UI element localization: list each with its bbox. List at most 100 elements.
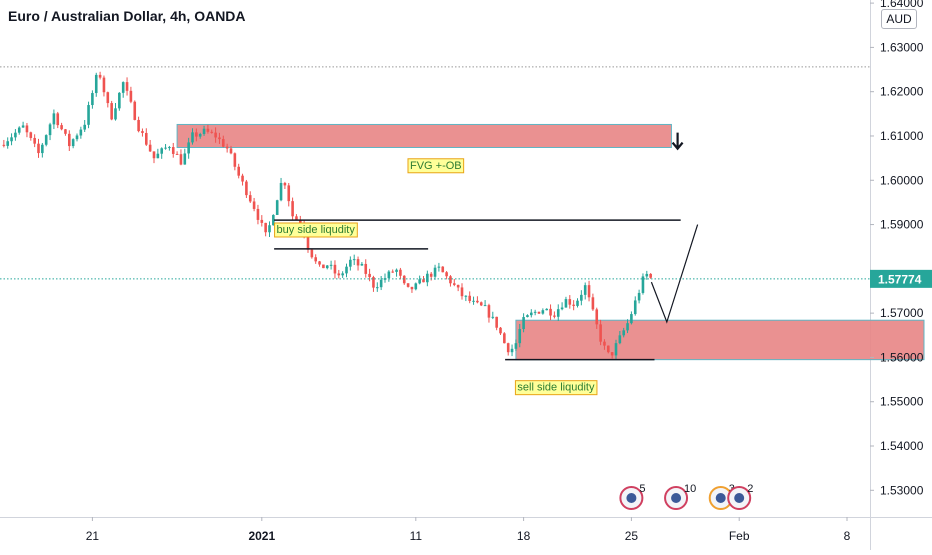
event-icon-core <box>715 493 726 503</box>
candle-body <box>495 316 498 328</box>
candle-body <box>14 132 17 138</box>
candle-body <box>576 300 579 306</box>
candle-body <box>206 128 210 132</box>
y-tick-label: 1.64000 <box>880 0 924 10</box>
candle-body <box>121 82 125 93</box>
candle-body <box>225 146 229 149</box>
candle-body <box>168 147 171 149</box>
candle-body <box>533 311 537 313</box>
candle-body <box>580 294 583 301</box>
event-icon-core <box>626 493 637 503</box>
y-tick-label: 1.60000 <box>880 173 924 187</box>
candle-body <box>622 330 625 336</box>
candle-body <box>333 264 337 274</box>
candle-body <box>422 279 425 283</box>
candle-body <box>198 134 202 137</box>
candle-body <box>510 348 514 353</box>
candle-body <box>291 201 294 217</box>
buy-side-label-box <box>274 222 358 238</box>
candle-body <box>25 125 29 133</box>
candle-body <box>83 124 86 130</box>
candle-body <box>171 147 175 154</box>
candle-body <box>399 269 402 276</box>
candle-body <box>87 105 90 125</box>
chart-title: Euro / Australian Dollar, 4h, OANDA <box>8 8 246 24</box>
candle-body <box>568 299 572 305</box>
candle-body <box>549 308 552 316</box>
candle-body <box>472 300 475 302</box>
sell-side-label-box <box>514 380 598 396</box>
plot-area <box>0 0 870 517</box>
candle-body <box>322 264 325 269</box>
candle-body <box>110 103 113 120</box>
candle-body <box>449 276 452 284</box>
candle-body <box>272 214 275 226</box>
arrow-down-icon <box>671 132 684 151</box>
candle-body <box>241 175 244 182</box>
candle-body <box>479 302 483 306</box>
candle-body <box>279 182 283 201</box>
candle-body <box>91 93 94 106</box>
candle-body <box>614 343 618 356</box>
candle-body <box>553 315 556 317</box>
candle-body <box>52 113 56 125</box>
candle-body <box>437 266 441 268</box>
candle-body <box>64 129 67 134</box>
candle-body <box>48 124 52 136</box>
currency-button[interactable]: AUD <box>881 9 917 29</box>
candle-body <box>360 263 364 266</box>
candle-body <box>645 273 649 277</box>
y-tick-label: 1.54000 <box>880 439 924 453</box>
x-tick-label: 25 <box>625 529 639 543</box>
candle-body <box>637 292 641 301</box>
candle-body <box>60 125 63 130</box>
candle-body <box>318 261 321 265</box>
candle-body <box>387 271 391 279</box>
candle-body <box>310 249 314 258</box>
candle-body <box>402 275 406 284</box>
candle-body <box>175 153 179 155</box>
event-count: 2 <box>747 483 753 495</box>
candle-body <box>179 154 183 165</box>
last-price-badge <box>870 269 932 288</box>
x-tick-label: 18 <box>517 529 531 543</box>
candle-body <box>37 143 40 154</box>
candle-body <box>248 195 252 202</box>
candle-body <box>275 200 279 215</box>
candle-body <box>21 125 25 128</box>
x-tick-label: 11 <box>410 529 423 543</box>
candle-body <box>587 285 591 298</box>
last-price-value: 1.57774 <box>878 272 922 286</box>
event-icon-core <box>671 493 682 503</box>
candle-body <box>537 311 541 314</box>
candle-body <box>379 279 383 288</box>
candle-body <box>260 219 264 223</box>
upper-zone <box>176 123 672 148</box>
candle-body <box>395 269 398 272</box>
candle-body <box>164 147 167 149</box>
candle-body <box>10 137 13 142</box>
candle-body <box>522 317 525 330</box>
candle-body <box>210 131 214 133</box>
candle-body <box>214 132 217 138</box>
candle-body <box>287 185 291 202</box>
candle-body <box>426 273 429 283</box>
event-icon-core <box>734 493 745 503</box>
buy-side-label: buy side liqudity <box>274 222 358 238</box>
candle-body <box>229 148 233 154</box>
y-tick-label: 1.63000 <box>880 40 924 54</box>
event-marker: 2 <box>727 483 753 510</box>
candle-body <box>499 327 502 334</box>
candle-body <box>630 314 633 324</box>
candle-body <box>429 273 433 277</box>
candle-body <box>391 271 394 273</box>
candle-body <box>572 304 575 306</box>
fvg-label: FVG +-OB <box>407 158 465 174</box>
y-tick-label: 1.56000 <box>880 350 924 364</box>
y-tick-label: 1.61000 <box>880 129 924 143</box>
candle-body <box>518 329 522 344</box>
candle-body <box>618 335 622 344</box>
candle-body <box>114 108 117 120</box>
